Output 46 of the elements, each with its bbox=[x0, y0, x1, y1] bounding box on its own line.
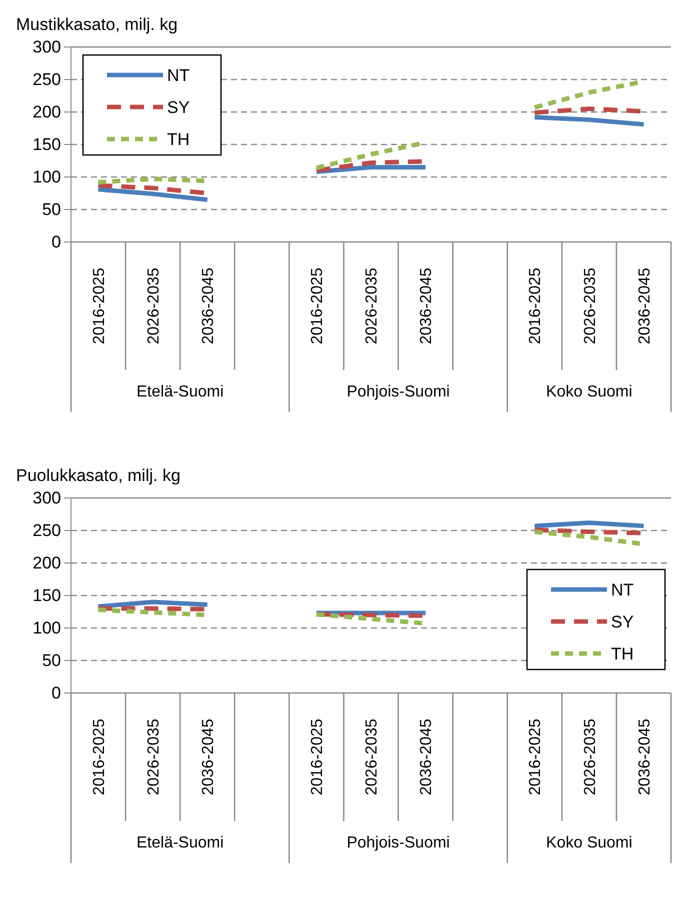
x-tick-label: 2016-2025 bbox=[527, 718, 544, 796]
legend-label: NT bbox=[611, 580, 634, 600]
x-tick-label: 2016-2025 bbox=[527, 268, 544, 344]
text: Etelä-Suomi bbox=[136, 834, 224, 852]
x-tick-label: 2016-2025 bbox=[90, 718, 108, 796]
text: Pohjois-Suomi bbox=[346, 834, 450, 852]
y-tick-label: 50 bbox=[42, 200, 61, 219]
legend-label: NT bbox=[167, 66, 190, 85]
y-tick-label: 300 bbox=[32, 488, 61, 508]
x-tick-label: 2026-2035 bbox=[582, 718, 599, 796]
text: Koko Suomi bbox=[546, 834, 632, 852]
legend-label: SY bbox=[611, 612, 634, 632]
y-tick-label: 150 bbox=[32, 134, 61, 154]
y-tick-label: 250 bbox=[32, 520, 61, 540]
y-tick-label: 300 bbox=[32, 37, 61, 56]
x-tick-label: 2016-2025 bbox=[309, 718, 326, 796]
x-tick-label: 2036-2045 bbox=[636, 718, 654, 796]
text: Koko Suomi bbox=[546, 384, 632, 401]
x-tick-label: 2026-2035 bbox=[145, 718, 162, 796]
legend-label: SY bbox=[167, 98, 190, 117]
legend-label: TH bbox=[611, 644, 634, 664]
x-tick-label: 2036-2045 bbox=[418, 718, 436, 796]
text: Pohjois-Suomi bbox=[346, 384, 450, 401]
y-tick-label: 100 bbox=[32, 618, 61, 638]
x-tick-label: 2036-2045 bbox=[200, 268, 217, 344]
text: Etelä-Suomi bbox=[136, 384, 224, 401]
y-tick-label: 50 bbox=[42, 650, 61, 670]
y-tick-label: 0 bbox=[52, 232, 61, 252]
x-tick-label: 2026-2035 bbox=[145, 268, 162, 344]
x-tick-label: 2016-2025 bbox=[309, 268, 326, 344]
y-tick-label: 200 bbox=[32, 553, 61, 572]
chart-title: Puolukkasato, milj. kg bbox=[16, 466, 180, 485]
y-tick-label: 100 bbox=[32, 167, 61, 186]
x-tick-label: 2026-2035 bbox=[582, 268, 599, 344]
chart-title: Mustikkasato, milj. kg bbox=[16, 15, 178, 34]
y-tick-label: 150 bbox=[32, 586, 61, 605]
y-tick-label: 250 bbox=[32, 70, 61, 89]
y-tick-label: 0 bbox=[52, 683, 61, 702]
y-tick-label: 200 bbox=[32, 102, 61, 122]
legend-label: TH bbox=[167, 130, 190, 149]
x-tick-label: 2036-2045 bbox=[636, 268, 654, 344]
x-tick-label: 2026-2035 bbox=[364, 718, 381, 796]
x-tick-label: 2016-2025 bbox=[90, 268, 108, 344]
x-tick-label: 2036-2045 bbox=[418, 268, 436, 344]
x-tick-label: 2036-2045 bbox=[200, 718, 217, 796]
x-tick-label: 2026-2035 bbox=[364, 268, 381, 344]
